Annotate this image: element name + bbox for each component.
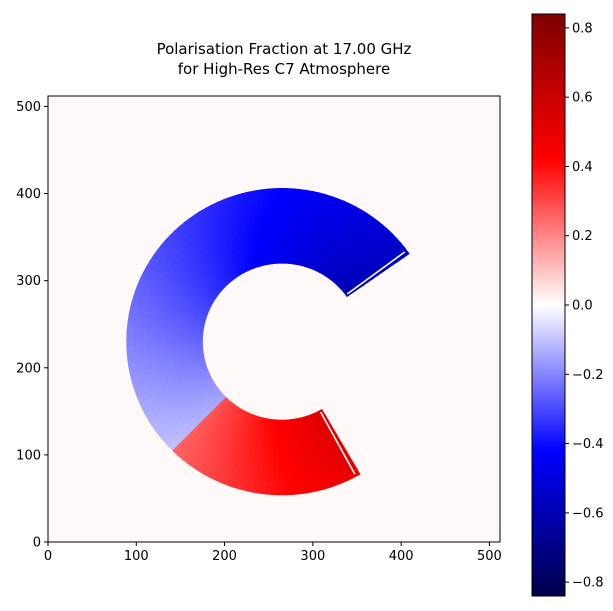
x-tick-label: 200 (212, 549, 237, 564)
y-tick-label: 400 (16, 187, 41, 202)
colorbar-tick-label: 0.4 (572, 160, 593, 175)
colorbar-tick-label: 0.2 (572, 229, 593, 244)
axes-frame (47, 95, 501, 543)
y-axis: 0 100 200 300 400 500 (16, 100, 48, 551)
chart-subtitle: for High-Res C7 Atmosphere (178, 60, 390, 78)
x-tick-label: 400 (389, 549, 414, 564)
y-tick-label: 500 (16, 100, 41, 115)
colorbar-axis: −0.8 −0.6 −0.4 −0.2 0.0 0.2 0.4 0.6 0.8 (565, 21, 604, 591)
heatmap-cell (126, 333, 135, 342)
colorbar-tick-label: −0.2 (572, 368, 604, 383)
colorbar-tick-label: 0.8 (572, 21, 593, 36)
colorbar-tick-label: 0.0 (572, 299, 593, 314)
colorbar-tick-label: −0.8 (572, 576, 604, 591)
y-tick-label: 200 (16, 361, 41, 376)
colorbar-tick-label: 0.6 (572, 91, 593, 106)
heatmap-cell (278, 487, 286, 496)
y-tick-label: 0 (33, 536, 41, 551)
heatmap-image (126, 187, 410, 496)
y-tick-label: 300 (16, 274, 41, 289)
y-tick-label: 100 (16, 448, 41, 463)
heatmap-cell (279, 187, 288, 196)
heatmap-cell (286, 188, 295, 197)
tip-edge-streak (346, 251, 406, 295)
colorbar-gradient (532, 14, 565, 596)
x-axis: 0 100 200 300 400 500 (44, 542, 502, 564)
tip-edge-streak (319, 411, 356, 475)
heatmap-cell (271, 487, 280, 496)
colorbar-tick-label: −0.6 (572, 506, 604, 521)
x-tick-label: 500 (477, 549, 502, 564)
x-tick-label: 300 (300, 549, 325, 564)
colorbar-tick-label: −0.4 (572, 437, 604, 452)
x-tick-label: 0 (44, 549, 52, 564)
chart-title: Polarisation Fraction at 17.00 GHz (157, 40, 412, 58)
x-tick-label: 100 (124, 549, 149, 564)
